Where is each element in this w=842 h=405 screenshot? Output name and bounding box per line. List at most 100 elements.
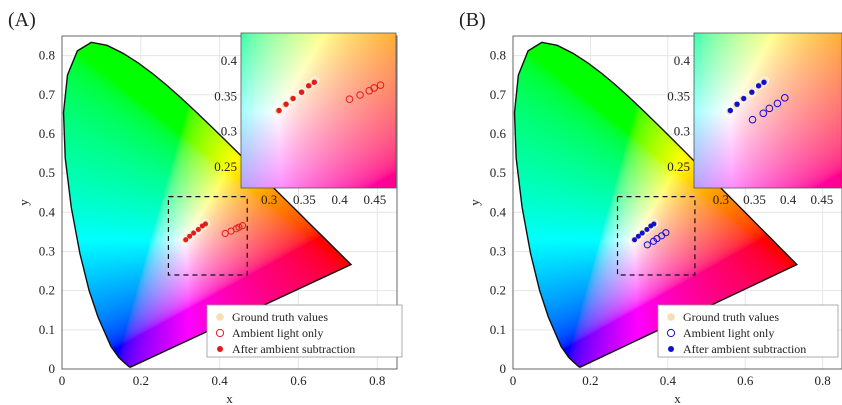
inset-plot: 0.3 0.35 0.4 0.45 0.25 0.3 0.35 0.4 bbox=[667, 32, 842, 207]
data-point bbox=[632, 237, 638, 243]
y-tick-label: 0.8 bbox=[490, 48, 506, 63]
y-tick-label: 0.5 bbox=[39, 165, 55, 180]
data-point bbox=[195, 227, 201, 233]
y-tick-label: 0.3 bbox=[39, 243, 55, 258]
data-point bbox=[356, 91, 364, 99]
data-point bbox=[635, 233, 641, 239]
data-point bbox=[741, 95, 747, 102]
inset-y-tick-label: 0.4 bbox=[221, 53, 238, 68]
x-axis-label: x bbox=[226, 391, 233, 405]
inset-y-tick-label: 0.35 bbox=[214, 88, 237, 103]
data-point bbox=[765, 104, 774, 113]
data-point bbox=[221, 229, 229, 238]
legend-entry-label: After ambient subtraction bbox=[683, 342, 806, 356]
spectral-locus-outline bbox=[62, 41, 353, 368]
inset-x-tick-label: 0.4 bbox=[332, 192, 349, 207]
x-tick-label: 0 bbox=[59, 373, 66, 388]
data-point bbox=[668, 346, 674, 352]
zoom-box bbox=[616, 196, 696, 276]
data-point bbox=[215, 312, 225, 322]
data-point bbox=[651, 221, 657, 227]
y-tick-label: 0.4 bbox=[490, 204, 507, 219]
panel-label: (B) bbox=[459, 9, 486, 31]
inset-x-tick-label: 0.35 bbox=[293, 192, 316, 207]
y-axis-label: y bbox=[16, 199, 31, 206]
y-tick-label: 0.1 bbox=[490, 322, 506, 337]
y-tick-label: 0.6 bbox=[490, 126, 507, 141]
x-tick-label: 0.2 bbox=[582, 373, 598, 388]
inset-series-ambient-light-only bbox=[345, 81, 385, 104]
inset-x-tick-label: 0.3 bbox=[713, 192, 729, 207]
legend-entry-label: Ambient light only bbox=[683, 326, 774, 340]
y-tick-label: 0 bbox=[49, 361, 56, 376]
y-tick-label: 0.2 bbox=[39, 283, 55, 298]
legend-entry-label: Ground truth values bbox=[232, 310, 328, 324]
data-point bbox=[773, 99, 782, 108]
inset-y-tick-label: 0.25 bbox=[667, 159, 690, 174]
data-point bbox=[283, 101, 289, 107]
y-axis-label: y bbox=[467, 199, 482, 206]
panel-b: 0 0.2 0.4 0.6 0.8 0 0.1 0.2 0.3 0.4 0.5 0.6 0.7 0.8 x y… bbox=[459, 9, 842, 405]
data-point bbox=[639, 230, 645, 236]
panel-a: 0 0.2 0.4 0.6 0.8 0 0.1 0.2 0.3 0.4 0.5 0.6 0.7 0.8 x y… bbox=[8, 9, 403, 405]
y-tick-label: 0.6 bbox=[39, 126, 56, 141]
inset-series-ambient-light-only bbox=[748, 94, 789, 124]
y-tick-label: 0.5 bbox=[490, 165, 506, 180]
y-tick-label: 0 bbox=[500, 361, 507, 376]
data-point bbox=[183, 237, 189, 243]
data-point bbox=[235, 223, 243, 231]
data-point bbox=[276, 107, 282, 114]
data-point bbox=[370, 84, 378, 92]
inset-series-after-ambient-subtraction bbox=[276, 79, 317, 114]
x-tick-label: 0.8 bbox=[369, 373, 385, 388]
data-point bbox=[755, 83, 762, 89]
data-point bbox=[761, 79, 767, 86]
spectral-locus-outline bbox=[513, 41, 799, 368]
y-tick-label: 0.3 bbox=[490, 243, 506, 258]
legend-box bbox=[657, 304, 839, 358]
inset-series-after-ambient-subtraction bbox=[727, 79, 767, 114]
x-tick-label: 0.4 bbox=[660, 373, 677, 388]
series-ambient-light-only bbox=[221, 222, 247, 238]
zoom-box bbox=[167, 196, 248, 276]
inset-x-tick-label: 0.35 bbox=[743, 192, 766, 207]
x-tick-label: 0 bbox=[510, 373, 517, 388]
inset-y-tick-label: 0.25 bbox=[214, 159, 237, 174]
x-tick-label: 0.8 bbox=[815, 373, 831, 388]
inset-x-tick-label: 0.45 bbox=[363, 192, 386, 207]
inset-y-tick-label: 0.3 bbox=[221, 124, 237, 139]
data-point bbox=[305, 83, 312, 89]
series-after-ambient-subtraction bbox=[632, 221, 657, 243]
x-tick-label: 0.2 bbox=[133, 373, 149, 388]
axes-box bbox=[512, 35, 842, 370]
inset-gamut bbox=[694, 33, 842, 188]
data-point bbox=[759, 109, 768, 118]
inset-gamut bbox=[241, 33, 396, 188]
data-point bbox=[734, 101, 740, 107]
data-point bbox=[345, 95, 354, 104]
inset-frame bbox=[693, 32, 842, 189]
inset-x-tick-label: 0.4 bbox=[780, 192, 797, 207]
legend-entry-label: After ambient subtraction bbox=[232, 342, 355, 356]
legend: Ground truth values Ambient light only Aft… bbox=[206, 304, 403, 358]
inset-y-tick-label: 0.35 bbox=[667, 88, 690, 103]
inset-plot: 0.3 0.35 0.4 0.45 0.25 0.3 0.35 0.4 bbox=[214, 32, 397, 207]
data-point bbox=[187, 233, 193, 239]
x-tick-label: 0.4 bbox=[212, 373, 229, 388]
data-point bbox=[376, 81, 385, 89]
legend-box bbox=[206, 304, 403, 358]
x-tick-label: 0.6 bbox=[737, 373, 754, 388]
series-after-ambient-subtraction bbox=[183, 221, 208, 243]
legend-entry-label: Ambient light only bbox=[232, 326, 323, 340]
data-point bbox=[217, 346, 223, 352]
y-tick-label: 0.2 bbox=[490, 283, 506, 298]
x-tick-label: 0.6 bbox=[290, 373, 307, 388]
y-tick-label: 0.8 bbox=[39, 48, 55, 63]
y-tick-label: 0.1 bbox=[39, 322, 55, 337]
data-point bbox=[644, 227, 650, 233]
legend-entry-label: Ground truth values bbox=[683, 310, 779, 324]
data-point bbox=[748, 115, 757, 124]
x-axis-label: x bbox=[674, 391, 681, 405]
data-point bbox=[727, 107, 734, 114]
